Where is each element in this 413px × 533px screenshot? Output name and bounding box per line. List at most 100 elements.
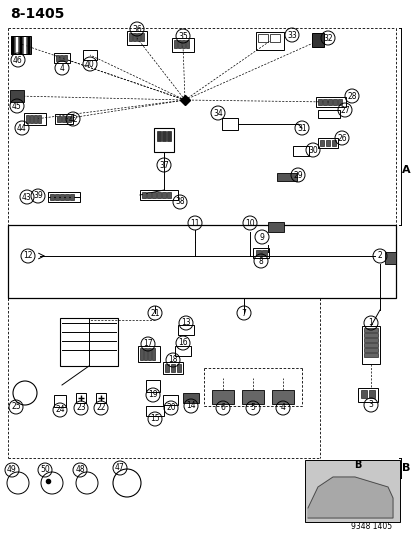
- Text: 10: 10: [244, 219, 254, 228]
- Text: 28: 28: [347, 92, 356, 101]
- Text: 2: 2: [377, 252, 382, 261]
- Bar: [163, 395, 178, 405]
- Text: 31: 31: [297, 124, 306, 133]
- Bar: [331, 140, 335, 146]
- Text: 11: 11: [190, 219, 199, 228]
- Text: 17: 17: [143, 340, 152, 349]
- Bar: [332, 99, 336, 105]
- Text: 22: 22: [96, 403, 105, 413]
- Bar: [255, 32, 283, 50]
- Text: 48: 48: [75, 465, 85, 474]
- Text: 18: 18: [168, 356, 177, 365]
- Bar: [11, 36, 14, 54]
- Bar: [257, 34, 267, 42]
- Bar: [54, 395, 66, 407]
- Bar: [271, 390, 293, 404]
- Text: 50: 50: [40, 465, 50, 474]
- Bar: [140, 348, 142, 360]
- Text: 33: 33: [287, 30, 296, 39]
- Bar: [337, 99, 341, 105]
- Bar: [161, 192, 166, 198]
- Text: 5: 5: [250, 403, 255, 413]
- Text: 12: 12: [23, 252, 33, 261]
- Bar: [317, 110, 339, 118]
- Text: 34: 34: [213, 109, 222, 117]
- Text: 25: 25: [11, 402, 21, 411]
- Bar: [138, 346, 159, 362]
- Bar: [30, 115, 33, 123]
- Text: 19: 19: [148, 391, 157, 400]
- Bar: [267, 222, 283, 232]
- Text: 46: 46: [13, 55, 23, 64]
- Bar: [137, 33, 140, 41]
- Bar: [152, 192, 156, 198]
- Bar: [23, 36, 26, 54]
- Text: 4: 4: [59, 63, 64, 72]
- Text: 44: 44: [17, 124, 27, 133]
- Bar: [363, 328, 377, 332]
- Text: 43: 43: [22, 192, 32, 201]
- Bar: [261, 250, 266, 256]
- Bar: [129, 33, 132, 41]
- Bar: [178, 325, 194, 335]
- Bar: [363, 348, 377, 352]
- Bar: [65, 194, 69, 200]
- Bar: [363, 333, 377, 337]
- Bar: [60, 318, 118, 366]
- Bar: [54, 53, 70, 63]
- Text: 7: 7: [241, 309, 246, 318]
- Bar: [163, 362, 183, 374]
- Text: 16: 16: [178, 338, 188, 348]
- Bar: [142, 192, 146, 198]
- Bar: [146, 406, 164, 416]
- Text: 3: 3: [368, 400, 373, 409]
- Bar: [57, 116, 61, 122]
- Bar: [175, 346, 190, 356]
- Bar: [384, 252, 395, 264]
- Bar: [157, 192, 161, 198]
- Text: 8: 8: [258, 256, 263, 265]
- Bar: [62, 116, 66, 122]
- Bar: [368, 390, 374, 398]
- Bar: [315, 97, 345, 107]
- Bar: [322, 99, 326, 105]
- Bar: [165, 364, 169, 372]
- Bar: [154, 128, 173, 152]
- Bar: [357, 388, 377, 402]
- Bar: [55, 114, 73, 124]
- Text: 9348 1405: 9348 1405: [351, 522, 392, 531]
- Text: 42: 42: [68, 115, 78, 124]
- Bar: [360, 390, 366, 398]
- Bar: [152, 348, 154, 360]
- Bar: [183, 393, 199, 403]
- Bar: [24, 113, 46, 125]
- Text: B: B: [401, 463, 409, 473]
- Bar: [171, 364, 175, 372]
- Text: 29: 29: [292, 171, 302, 180]
- Bar: [8, 225, 395, 298]
- Bar: [11, 36, 31, 54]
- Bar: [147, 348, 151, 360]
- Bar: [67, 116, 71, 122]
- Bar: [319, 140, 323, 146]
- Text: 24: 24: [55, 406, 65, 415]
- Bar: [177, 364, 180, 372]
- Polygon shape: [307, 477, 392, 518]
- Text: 27: 27: [339, 106, 349, 115]
- Text: 45: 45: [12, 101, 22, 110]
- Bar: [242, 390, 263, 404]
- Bar: [182, 40, 185, 48]
- Bar: [221, 118, 237, 130]
- Text: 47: 47: [115, 464, 125, 472]
- Bar: [144, 348, 147, 360]
- Bar: [76, 393, 86, 403]
- Text: 38: 38: [175, 198, 184, 206]
- Bar: [166, 192, 171, 198]
- Bar: [173, 40, 177, 48]
- Text: 30: 30: [307, 146, 317, 155]
- Bar: [26, 115, 29, 123]
- Bar: [161, 131, 166, 141]
- Bar: [304, 460, 399, 522]
- Bar: [276, 173, 296, 181]
- Bar: [70, 194, 74, 200]
